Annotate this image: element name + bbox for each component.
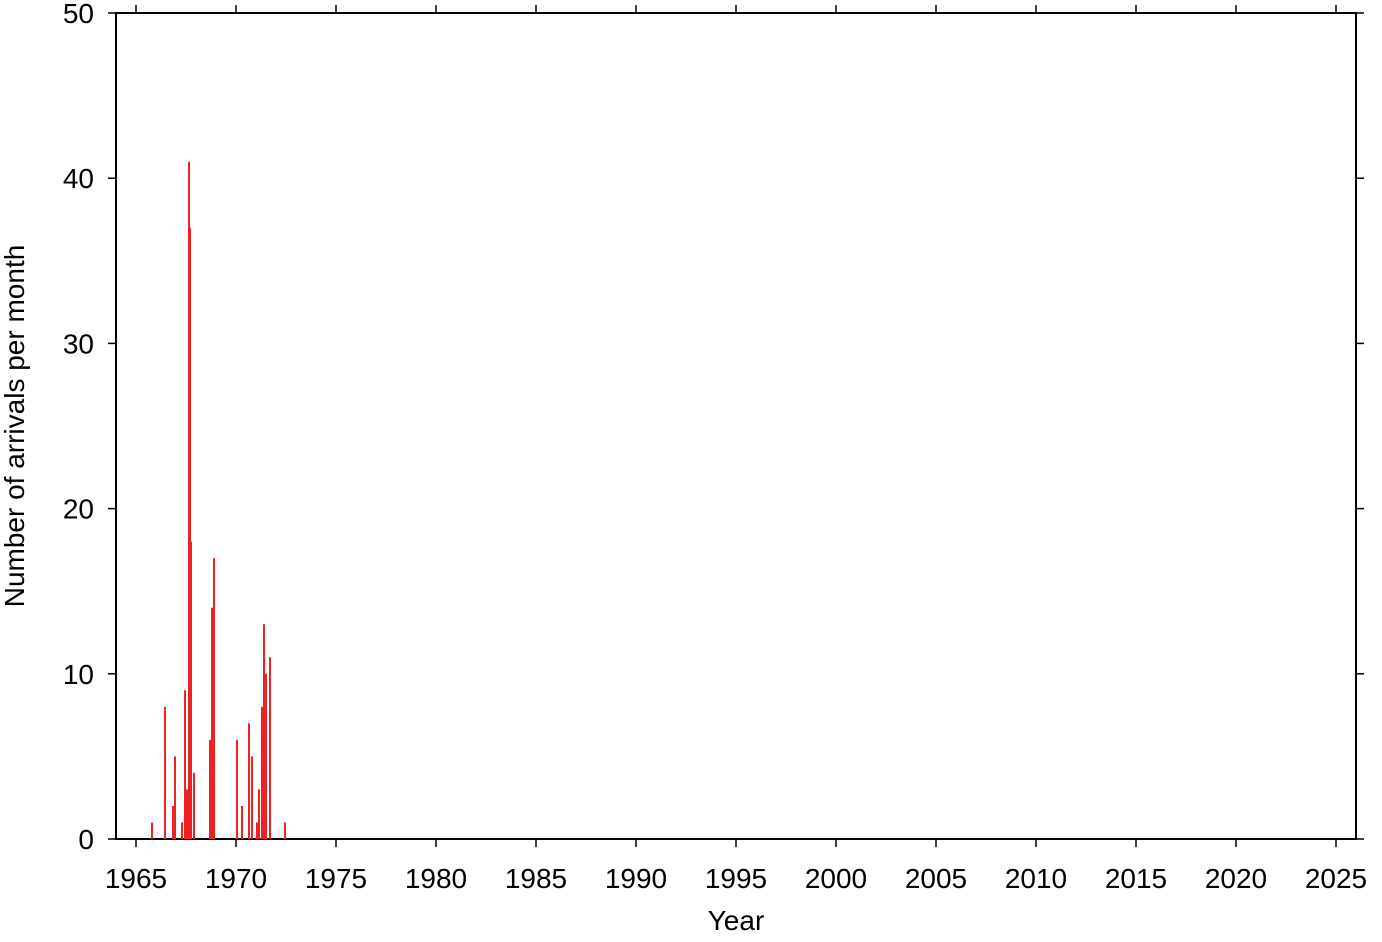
bar [236, 739, 238, 839]
bar [251, 756, 253, 839]
bar [256, 822, 258, 839]
y-tick-label: 10 [63, 659, 94, 690]
y-tick-label: 20 [63, 494, 94, 525]
y-tick-label: 30 [63, 328, 94, 359]
x-tick-label: 1985 [505, 863, 567, 894]
x-tick-label: 2020 [1205, 863, 1267, 894]
x-tick-label: 2010 [1005, 863, 1067, 894]
bar [261, 706, 263, 839]
x-tick-label: 2000 [805, 863, 867, 894]
bar [172, 805, 174, 839]
bar [190, 541, 192, 839]
y-axis-label: Number of arrivals per month [0, 245, 30, 608]
x-tick-label: 1965 [105, 863, 167, 894]
bar [213, 558, 215, 839]
bar [186, 789, 188, 839]
y-tick-label: 50 [63, 0, 94, 29]
y-tick-label: 0 [78, 824, 94, 855]
x-tick-label: 1990 [605, 863, 667, 894]
x-tick-label: 2015 [1105, 863, 1167, 894]
x-tick-label: 1975 [305, 863, 367, 894]
x-tick-label: 2005 [905, 863, 967, 894]
bar [193, 772, 195, 839]
bar [265, 673, 267, 839]
bar [248, 723, 250, 839]
bar [241, 805, 243, 839]
bar [189, 227, 191, 839]
bar [211, 607, 213, 839]
bar [258, 789, 260, 839]
bar [209, 739, 211, 839]
bar [269, 657, 271, 839]
bar [151, 822, 153, 839]
bar [174, 756, 176, 839]
x-tick-label: 2025 [1305, 863, 1367, 894]
bar [284, 822, 286, 839]
bar [181, 822, 183, 839]
x-tick-label: 1995 [705, 863, 767, 894]
y-tick-label: 40 [63, 163, 94, 194]
x-tick-label: 1980 [405, 863, 467, 894]
x-axis-label: Year [708, 905, 765, 936]
x-tick-label: 1970 [205, 863, 267, 894]
bar [263, 624, 265, 839]
bar [164, 706, 166, 839]
plot-frame [115, 12, 1357, 840]
bar [184, 690, 186, 839]
